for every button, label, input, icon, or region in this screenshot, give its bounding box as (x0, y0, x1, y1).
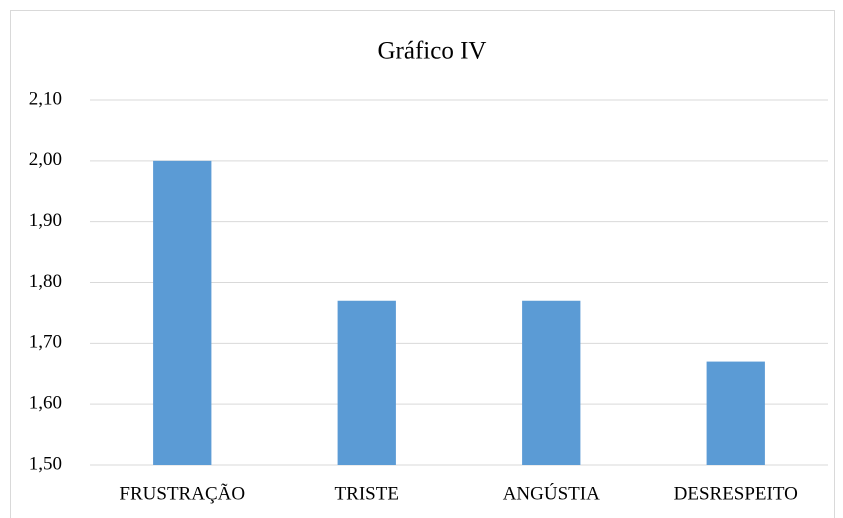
bar (337, 300, 396, 465)
x-tick-label: ANGÚSTIA (503, 482, 600, 504)
y-tick-label: 1,70 (29, 332, 62, 353)
x-tick-label: TRISTE (335, 483, 399, 504)
y-tick-label: 1,90 (29, 210, 62, 231)
bar (706, 361, 765, 465)
chart-border (10, 10, 835, 518)
y-tick-label: 2,10 (29, 88, 62, 109)
x-tick-label: FRUSTRAÇÃO (119, 482, 245, 504)
bar (153, 160, 212, 466)
chart-title: Gráfico IV (378, 38, 487, 65)
y-tick-label: 1,80 (29, 271, 62, 292)
y-tick-label: 1,60 (29, 393, 62, 414)
y-tick-label: 1,50 (29, 453, 62, 474)
x-tick-label: DESRESPEITO (674, 483, 798, 504)
bar (522, 300, 581, 465)
y-tick-label: 2,00 (29, 149, 62, 170)
